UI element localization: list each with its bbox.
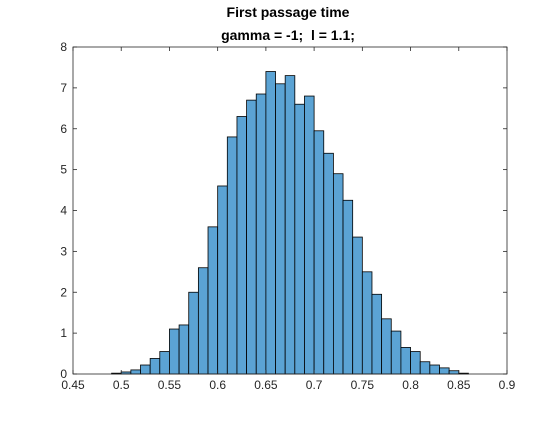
y-tick-label: 4 bbox=[60, 204, 67, 218]
x-tick-label: 0.75 bbox=[351, 378, 375, 392]
histogram-bar bbox=[400, 347, 411, 375]
y-tick-label: 1 bbox=[60, 326, 67, 340]
x-tick-label: 0.7 bbox=[306, 378, 323, 392]
histogram-bar bbox=[361, 271, 373, 375]
x-tick-label: 0.6 bbox=[209, 378, 226, 392]
chart-title: First passage time bbox=[227, 4, 350, 20]
histogram-bar bbox=[410, 351, 421, 375]
y-tick-label: 0 bbox=[60, 367, 67, 381]
histogram-bar bbox=[178, 324, 190, 375]
histogram-bar bbox=[140, 364, 151, 375]
y-tick-label: 7 bbox=[60, 81, 67, 95]
x-tick-label: 0.5 bbox=[113, 378, 130, 392]
histogram-bar bbox=[304, 95, 315, 375]
y-tick-label: 8 bbox=[60, 40, 67, 54]
histogram-bar bbox=[448, 370, 460, 375]
axes-group: 0.45 0.5 0.55 0.6 0.65 0.7 0.75 0.8 0.85 0.9 0 1 2 3 4… bbox=[60, 40, 515, 392]
histogram-bar bbox=[313, 130, 325, 375]
histogram-bar bbox=[332, 173, 344, 375]
x-tick-label: 0.8 bbox=[402, 378, 419, 392]
bars-group bbox=[111, 71, 469, 375]
histogram-bar bbox=[159, 351, 170, 375]
histogram-bar bbox=[188, 291, 199, 375]
histogram-bar bbox=[294, 103, 305, 375]
y-tick-label: 2 bbox=[60, 285, 67, 299]
histogram-bar bbox=[226, 136, 238, 375]
histogram-bar bbox=[130, 369, 141, 375]
histogram-bar bbox=[323, 152, 334, 375]
histogram-bar bbox=[439, 367, 450, 375]
x-tick-label: 0.45 bbox=[61, 378, 85, 392]
histogram-bar bbox=[265, 71, 276, 375]
x-tick-label: 0.55 bbox=[158, 378, 182, 392]
histogram-bar bbox=[419, 361, 431, 375]
histogram-bar bbox=[371, 293, 383, 375]
histogram-bar bbox=[390, 330, 402, 375]
histogram-bar bbox=[352, 236, 363, 375]
histogram-bar bbox=[255, 93, 267, 375]
histogram-bar bbox=[381, 318, 392, 375]
x-tick-label: 0.85 bbox=[447, 378, 471, 392]
histogram-bar bbox=[169, 328, 180, 375]
y-tick-label: 3 bbox=[60, 244, 67, 258]
histogram-bar bbox=[429, 364, 440, 375]
histogram-bar bbox=[342, 199, 354, 375]
histogram-bar bbox=[207, 226, 219, 375]
x-tick-label: 0.65 bbox=[254, 378, 278, 392]
histogram-bar bbox=[197, 267, 209, 375]
chart-subtitle: gamma = -1; l = 1.1; bbox=[221, 27, 355, 43]
histogram-bar bbox=[275, 83, 286, 375]
histogram-bar bbox=[149, 358, 161, 375]
x-tick-label: 0.9 bbox=[499, 378, 516, 392]
histogram-bar bbox=[217, 185, 228, 375]
histogram-bar bbox=[284, 75, 296, 375]
histogram-bar bbox=[236, 116, 248, 375]
y-tick-label: 6 bbox=[60, 122, 67, 136]
histogram-bar bbox=[246, 99, 257, 375]
y-tick-label: 5 bbox=[60, 163, 67, 177]
